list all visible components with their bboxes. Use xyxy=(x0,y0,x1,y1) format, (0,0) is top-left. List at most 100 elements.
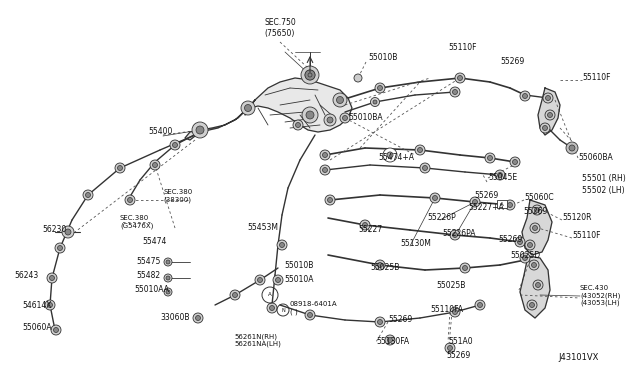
Circle shape xyxy=(533,280,543,290)
Circle shape xyxy=(495,170,505,180)
Text: 55130M: 55130M xyxy=(400,240,431,248)
Circle shape xyxy=(244,105,252,112)
Circle shape xyxy=(320,165,330,175)
Polygon shape xyxy=(245,78,352,132)
Circle shape xyxy=(387,337,392,343)
Circle shape xyxy=(342,115,348,121)
Circle shape xyxy=(378,86,383,90)
Text: 55226PA: 55226PA xyxy=(442,230,476,238)
Text: 55045E: 55045E xyxy=(488,173,517,183)
Text: 55060A: 55060A xyxy=(22,324,52,333)
Text: 55010B: 55010B xyxy=(368,54,397,62)
Text: 55025B: 55025B xyxy=(436,280,465,289)
Circle shape xyxy=(49,276,54,280)
Circle shape xyxy=(452,310,458,314)
Text: 55060BA: 55060BA xyxy=(578,154,612,163)
Circle shape xyxy=(547,112,552,118)
Circle shape xyxy=(232,292,237,298)
Text: 55474: 55474 xyxy=(142,237,166,247)
Circle shape xyxy=(58,246,63,250)
Circle shape xyxy=(164,258,172,266)
Circle shape xyxy=(293,120,303,130)
Text: 55269: 55269 xyxy=(388,315,412,324)
Circle shape xyxy=(375,260,385,270)
Circle shape xyxy=(543,93,553,103)
Text: 55025D: 55025D xyxy=(510,251,540,260)
Text: 55474+A: 55474+A xyxy=(378,154,414,163)
Circle shape xyxy=(277,240,287,250)
Circle shape xyxy=(450,307,460,317)
Text: 55502 (LH): 55502 (LH) xyxy=(582,186,625,195)
Circle shape xyxy=(445,343,455,353)
Circle shape xyxy=(305,70,315,80)
Circle shape xyxy=(532,205,542,215)
Circle shape xyxy=(529,260,539,270)
Circle shape xyxy=(522,93,527,99)
Circle shape xyxy=(545,96,550,100)
Circle shape xyxy=(543,125,547,131)
Circle shape xyxy=(150,160,160,170)
Circle shape xyxy=(447,346,452,350)
Circle shape xyxy=(505,200,515,210)
Circle shape xyxy=(378,320,383,324)
Circle shape xyxy=(301,66,319,84)
Circle shape xyxy=(51,325,61,335)
Circle shape xyxy=(527,300,537,310)
Text: 55010BA: 55010BA xyxy=(348,113,383,122)
Text: N: N xyxy=(281,308,285,312)
Circle shape xyxy=(125,195,135,205)
Circle shape xyxy=(325,195,335,205)
Circle shape xyxy=(323,167,328,173)
Circle shape xyxy=(47,302,52,308)
Circle shape xyxy=(566,142,578,154)
Text: 55110FA: 55110FA xyxy=(430,305,463,314)
Text: 55120R: 55120R xyxy=(562,214,591,222)
Circle shape xyxy=(45,300,55,310)
Text: 55269: 55269 xyxy=(474,190,499,199)
Circle shape xyxy=(520,253,530,263)
Circle shape xyxy=(433,196,438,201)
Text: 55482: 55482 xyxy=(136,272,160,280)
Text: SEC.380
(38300): SEC.380 (38300) xyxy=(163,189,192,203)
Circle shape xyxy=(513,160,518,164)
Circle shape xyxy=(569,145,575,151)
Circle shape xyxy=(257,278,262,282)
Text: SEC.750
(75650): SEC.750 (75650) xyxy=(264,18,296,38)
Circle shape xyxy=(530,223,540,233)
Circle shape xyxy=(230,290,240,300)
Circle shape xyxy=(458,76,463,80)
Text: 55226P: 55226P xyxy=(427,214,456,222)
Circle shape xyxy=(422,166,428,170)
Text: 55227: 55227 xyxy=(358,225,382,234)
Polygon shape xyxy=(520,256,550,318)
Text: J43101VX: J43101VX xyxy=(558,353,598,362)
Circle shape xyxy=(86,192,90,198)
Circle shape xyxy=(545,110,555,120)
Circle shape xyxy=(522,256,527,260)
Text: 33060B: 33060B xyxy=(160,314,189,323)
Circle shape xyxy=(166,276,170,280)
Circle shape xyxy=(525,240,535,250)
Circle shape xyxy=(193,313,203,323)
Text: 55060C: 55060C xyxy=(524,193,554,202)
Circle shape xyxy=(305,310,315,320)
Circle shape xyxy=(540,123,550,133)
Circle shape xyxy=(354,74,362,82)
Circle shape xyxy=(306,111,314,119)
Circle shape xyxy=(373,100,377,104)
Circle shape xyxy=(54,327,58,333)
Circle shape xyxy=(387,152,393,158)
Circle shape xyxy=(118,166,122,170)
Circle shape xyxy=(195,315,200,321)
Text: 55110F: 55110F xyxy=(582,74,611,83)
Polygon shape xyxy=(522,200,552,255)
Text: SEC.430
(43052(RH)
(43053(LH): SEC.430 (43052(RH) (43053(LH) xyxy=(580,285,620,307)
Text: 55501 (RH): 55501 (RH) xyxy=(582,173,626,183)
Circle shape xyxy=(164,274,172,282)
Text: 55269: 55269 xyxy=(500,58,524,67)
Text: 55269: 55269 xyxy=(446,352,470,360)
Circle shape xyxy=(452,232,458,237)
Circle shape xyxy=(430,193,440,203)
Text: 56243: 56243 xyxy=(14,270,38,279)
Circle shape xyxy=(415,145,425,155)
